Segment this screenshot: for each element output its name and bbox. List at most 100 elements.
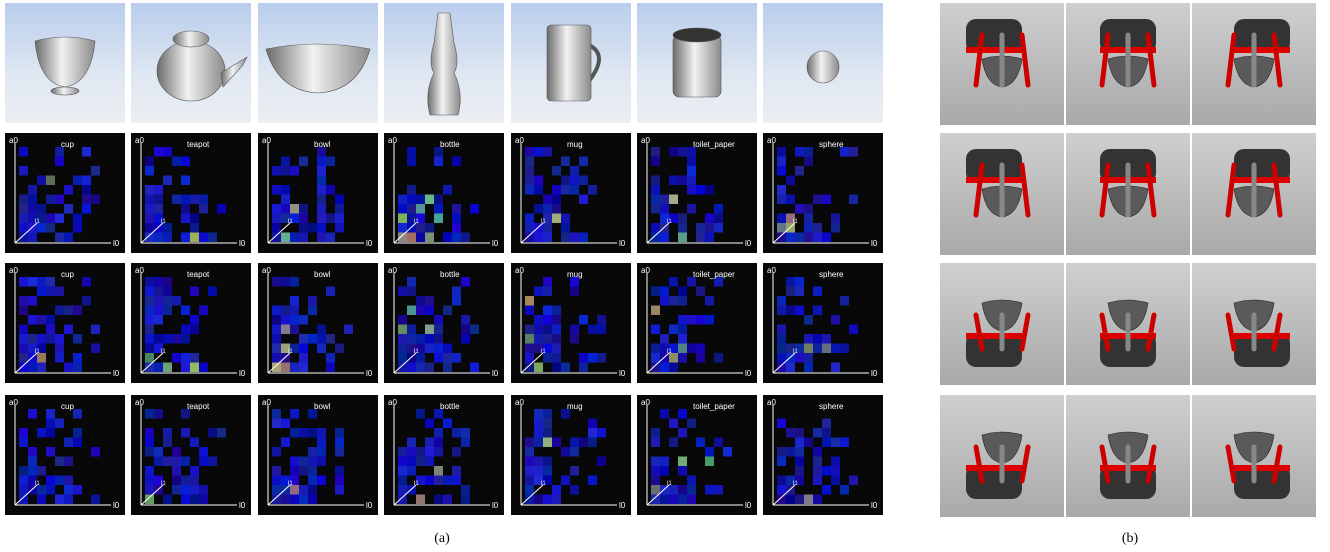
heatmap-cell [714,277,723,287]
heatmap-cell [669,362,678,372]
heatmap-cell [543,409,552,419]
heatmap-cell [326,232,335,242]
heatmap-cell [660,296,669,306]
heatmap-cell [163,494,172,504]
heatmap-cell [678,343,687,353]
axis-label: l0 [113,239,120,248]
heatmap-cell [154,362,163,372]
heatmap-cell [461,232,470,242]
heatmap-cell [317,232,326,242]
heatmap-cell [37,204,46,214]
heatmap-cell [281,166,290,176]
heatmap-cell [28,315,37,325]
heatmap-cell [840,437,849,447]
heatmap-cell [199,204,208,214]
heatmap-cell [154,277,163,287]
heatmap-cell [163,428,172,438]
heatmap-cell [299,204,308,214]
mug [546,24,592,102]
heatmap-cell [290,494,299,504]
heatmap-cell [525,156,534,166]
heatmap-cell [407,286,416,296]
heatmap-cell [822,232,831,242]
heatmap-cell [534,409,543,419]
heatmap-cell [813,223,822,233]
heatmap-cell [91,494,100,504]
heatmap-cell [64,475,73,485]
finger [1099,32,1111,88]
heatmap-cell [795,232,804,242]
heatmap-cell [181,305,190,315]
heatmap-cell [525,175,534,185]
heatmap-cell [37,362,46,372]
heatmap-cell [19,305,28,315]
heatmap-cell [37,485,46,495]
heatmap-cell [597,353,606,363]
heatmap-cell [705,447,714,457]
heatmap-cell [407,204,416,214]
heatmap-cell [299,353,308,363]
object-name: bottle [440,270,460,279]
heatmap-cell [398,475,407,485]
heatmap-cell [290,343,299,353]
heatmap-cell [407,185,416,195]
heatmap-cell [181,232,190,242]
heatmap-cell [82,194,91,204]
heatmap-cell [290,409,299,419]
heatmap-cell [46,324,55,334]
heatmap-cell [434,475,443,485]
heatmap-cell [28,194,37,204]
heatmap-cell [416,409,425,419]
heatmap-cell [308,456,317,466]
heatmap-cell [398,485,407,495]
heatmap-cell [398,334,407,344]
heatmap-cell [525,213,534,223]
axis-label: l1 [793,219,798,225]
heatmap-cell [19,362,28,372]
heatmap-cell [416,305,425,315]
axis-label: l1 [541,219,546,225]
heatmap-cell [73,213,82,223]
heatmap-cell [46,428,55,438]
heatmap-cell [55,418,64,428]
heatmap-cell [534,147,543,157]
axis-label: l0 [492,369,499,378]
heatmap-cell [795,428,804,438]
axis-label: l1 [541,481,546,487]
axis-diagonal [393,352,417,374]
bottle [427,12,461,116]
heatmap-cell [777,447,786,457]
heatmap-cell [795,353,804,363]
heatmap-cell [154,204,163,214]
heatmap-cell [416,213,425,223]
heatmap-cell [19,223,28,233]
heatmap-cell [272,353,281,363]
heatmap-cell [55,305,64,315]
heatmap-cell [272,213,281,223]
palm-red [1234,47,1290,53]
heatmap-cell [660,456,669,466]
heatmap-cell [786,277,795,287]
heatmap-cell [425,456,434,466]
heatmap-cell [804,362,813,372]
axis-label: l1 [288,481,293,487]
heatmap-cell [308,494,317,504]
heatmap-cell [82,147,91,157]
heatmap-cell [543,418,552,428]
heatmap-cell [299,343,308,353]
heatmap-cell [678,409,687,419]
heatmap-cell [570,447,579,457]
heatmap-cell [534,286,543,296]
heatmap-cell [570,334,579,344]
object-shape [672,27,722,98]
heatmap-cell [181,428,190,438]
heatmap-cell [795,343,804,353]
heatmap-cell [308,475,317,485]
heatmap-cell [299,456,308,466]
heatmap-cell [777,475,786,485]
heatmap-cell [651,456,660,466]
heatmap-cell [154,315,163,325]
heatmap-cell [299,494,308,504]
heatmap-cell [172,447,181,457]
heatmap-cell [795,437,804,447]
